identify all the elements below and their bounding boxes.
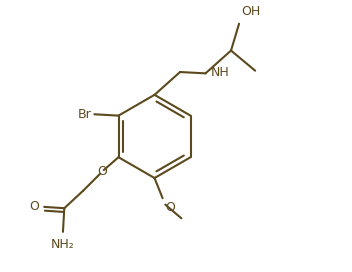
Text: NH₂: NH₂ xyxy=(51,238,75,251)
Text: O: O xyxy=(165,201,175,214)
Text: Br: Br xyxy=(78,108,92,121)
Text: OH: OH xyxy=(241,5,260,18)
Text: NH: NH xyxy=(210,66,229,79)
Text: O: O xyxy=(97,165,107,178)
Text: O: O xyxy=(30,200,39,213)
